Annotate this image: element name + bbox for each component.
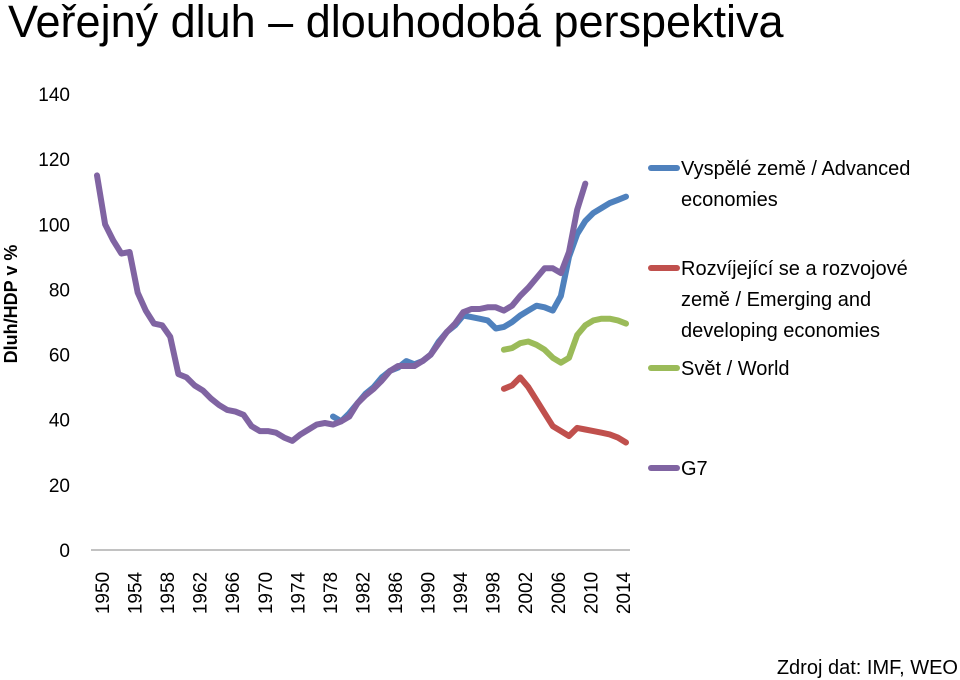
y-tick-label: 40: [49, 411, 70, 432]
legend-label-emerging: developing economies: [681, 320, 880, 342]
x-tick-label: 1990: [419, 572, 440, 614]
y-tick-label: 100: [38, 215, 70, 236]
x-tick-label: 1998: [484, 572, 505, 614]
x-tick-label: 1950: [93, 572, 114, 614]
series-lines: [94, 172, 629, 446]
x-tick-label: 1970: [256, 572, 277, 614]
x-axis-ticks: 1950 1954 1958 1962 1966 1970 1974 1978 1982 1986…: [93, 571, 635, 614]
x-tick-label: 1994: [451, 571, 472, 614]
y-tick-label: 60: [49, 346, 70, 367]
x-tick-label: 2002: [516, 572, 537, 614]
x-tick-label: 2014: [614, 571, 635, 614]
x-tick-label: 1974: [288, 571, 309, 614]
legend-label-advanced: Vyspělé země / Advanced: [681, 158, 910, 180]
legend-label-world: Svět / World: [681, 358, 790, 380]
x-tick-label: 1962: [191, 572, 212, 614]
legend-label-emerging: Rozvíjející se a rozvojové: [681, 258, 908, 280]
legend-label-advanced: economies: [681, 189, 778, 211]
x-tick-label: 1982: [353, 572, 374, 614]
x-tick-label: 1986: [386, 572, 407, 614]
y-tick-label: 140: [38, 85, 70, 106]
series-line-g7: [94, 172, 589, 444]
y-tick-label: 20: [49, 476, 70, 497]
x-tick-label: 2006: [549, 572, 570, 614]
y-tick-label: 0: [59, 541, 70, 562]
legend-label-g7: G7: [681, 458, 708, 480]
series-line-world: [500, 315, 629, 366]
x-tick-label: 1966: [223, 572, 244, 614]
y-tick-label: 120: [38, 150, 70, 171]
x-tick-label: 2010: [581, 572, 602, 614]
x-tick-label: 1954: [126, 571, 147, 614]
legend: Vyspělé země / Advanced economies Rozvíjej…: [648, 158, 910, 480]
x-tick-label: 1978: [321, 572, 342, 614]
page-title: Veřejný dluh – dlouhodobá perspektiva: [8, 0, 784, 47]
y-tick-label: 80: [49, 280, 70, 301]
x-tick-label: 1958: [158, 572, 179, 614]
legend-label-emerging: země / Emerging and: [681, 289, 871, 311]
series-line-emerging: [500, 374, 629, 446]
y-axis-ticks: 0 20 40 60 80 100 120 140: [38, 85, 70, 562]
source-note: Zdroj dat: IMF, WEO: [776, 657, 958, 679]
